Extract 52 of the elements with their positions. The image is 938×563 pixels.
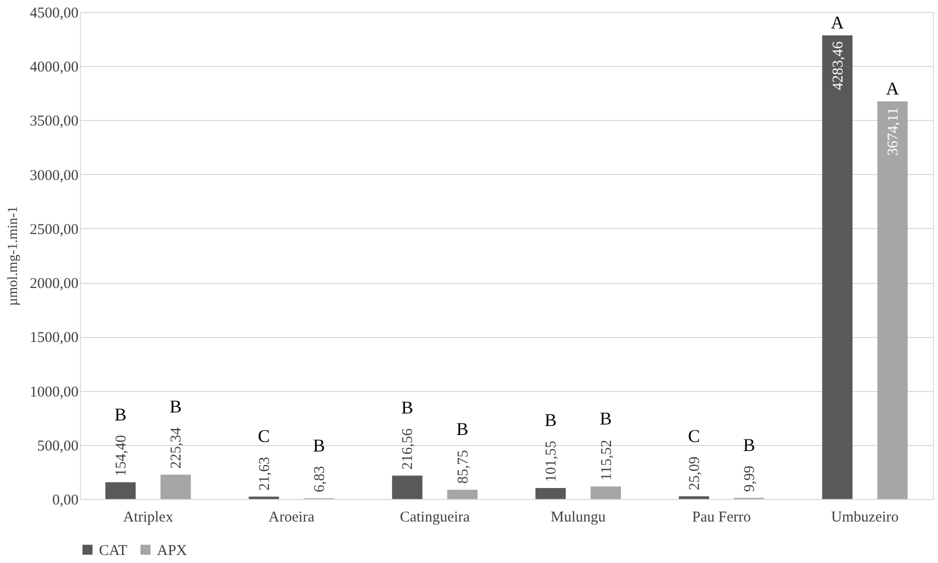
data-label: 225,34 <box>168 426 185 469</box>
y-tick-label: 4000,00 <box>30 60 78 76</box>
annotation: B <box>544 410 557 430</box>
bar <box>822 35 852 499</box>
annotation: C <box>258 426 270 446</box>
y-tick-label: 2000,00 <box>30 276 78 292</box>
annotation: B <box>401 398 414 418</box>
bar <box>877 101 908 499</box>
data-label: 6,83 <box>312 466 328 492</box>
data-label: 154,40 <box>114 435 130 476</box>
annotation: A <box>886 78 899 98</box>
data-label: 25,09 <box>686 456 703 490</box>
annotation: B <box>114 404 127 424</box>
bar <box>590 486 621 499</box>
y-tick-label: 2500,00 <box>30 222 78 238</box>
bar <box>105 482 136 499</box>
legend-label: APX <box>157 542 188 559</box>
data-label: 85,75 <box>455 450 472 484</box>
annotation: A <box>830 12 844 32</box>
x-tick-label: Catingueira <box>400 510 470 526</box>
x-tick-label: Umbuzeiro <box>831 510 899 526</box>
data-label: 3674,11 <box>885 107 902 156</box>
data-label: 216,56 <box>400 428 416 470</box>
bar <box>535 488 566 499</box>
x-tick-label: Aroeira <box>268 510 315 526</box>
y-tick-label: 0,00 <box>52 492 78 508</box>
data-label: 101,55 <box>544 440 560 482</box>
bar <box>160 474 191 499</box>
bar <box>447 490 478 499</box>
bar <box>392 476 422 499</box>
data-label: 21,63 <box>256 456 273 491</box>
bar <box>678 496 710 499</box>
data-label: 9,99 <box>742 466 758 492</box>
x-tick-label: Atriplex <box>123 510 174 526</box>
annotation: C <box>688 426 700 446</box>
data-label: 115,52 <box>598 440 615 480</box>
y-tick-label: 4500,00 <box>30 6 78 22</box>
y-tick-label: 500,00 <box>37 438 78 454</box>
y-tick-label: 1000,00 <box>30 384 78 400</box>
annotation: B <box>600 408 612 428</box>
x-tick-label: Pau Ferro <box>692 510 751 526</box>
y-axis-title: µmol.mg-1.min-1 <box>6 206 21 306</box>
y-tick-label: 3000,00 <box>30 168 78 184</box>
legend-label: CAT <box>99 542 128 559</box>
annotation: B <box>743 434 756 455</box>
y-tick-label: 3500,00 <box>30 114 78 130</box>
x-tick-label: Mulungu <box>550 510 606 526</box>
y-tick-label: 1500,00 <box>30 330 78 346</box>
annotation: B <box>313 435 326 456</box>
annotation: B <box>456 419 468 440</box>
annotation: B <box>170 396 182 417</box>
data-label: 4283,46 <box>830 40 846 90</box>
